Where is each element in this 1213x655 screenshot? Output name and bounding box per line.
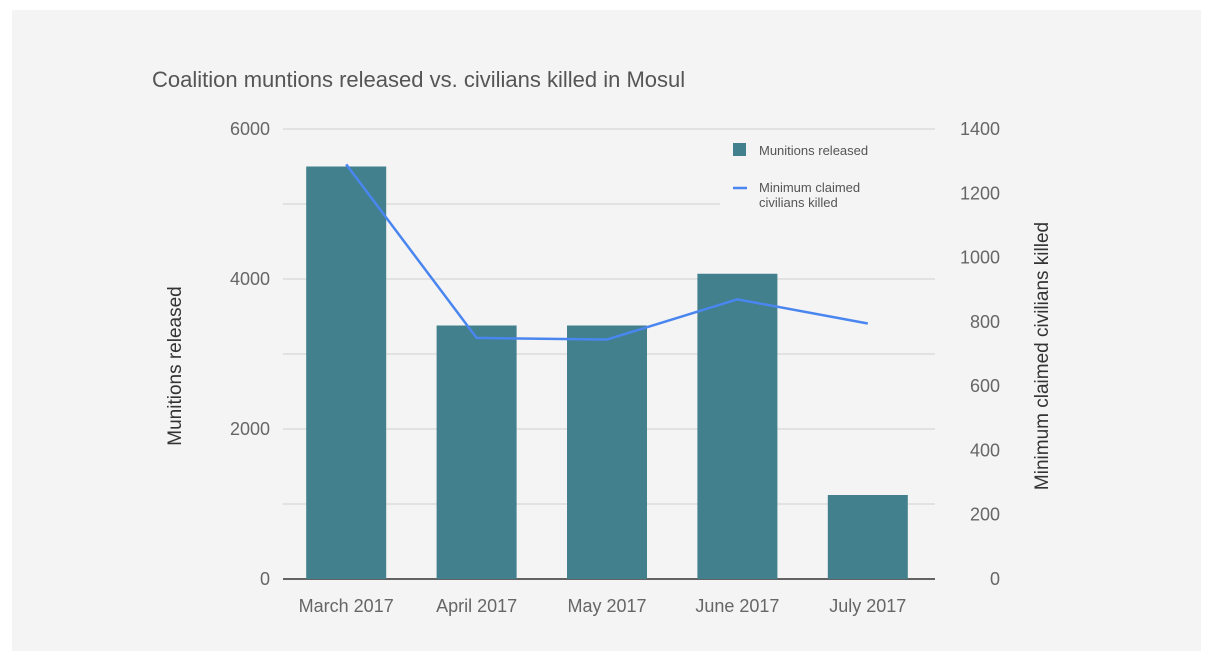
x-tick-label: March 2017 (299, 596, 394, 616)
bar-4 (697, 273, 778, 579)
right-tick-label: 1200 (960, 183, 1000, 203)
left-axis-ticks: 0 2000 4000 6000 (230, 119, 270, 589)
legend-swatch-bar (733, 143, 746, 156)
right-axis-ticks: 0 200 400 600 800 1000 1200 1400 (960, 119, 1000, 589)
left-tick-label: 6000 (230, 119, 270, 139)
right-tick-label: 600 (970, 376, 1000, 396)
x-tick-label: June 2017 (695, 596, 779, 616)
line-series (345, 163, 869, 341)
x-axis-ticks: March 2017 April 2017 May 2017 June 2017 Jul… (299, 596, 907, 616)
legend-label-bar: Munitions released (759, 143, 868, 158)
left-tick-label: 4000 (230, 269, 270, 289)
chart-title: Coalition muntions released vs. civilian… (152, 67, 685, 92)
bar-series (306, 166, 908, 579)
x-tick-label: July 2017 (829, 596, 906, 616)
legend-label-line: Minimum claimed (759, 180, 860, 195)
legend: Munitions released Minimum claimedcivilia… (720, 132, 950, 228)
left-tick-label: 2000 (230, 419, 270, 439)
left-axis-title: Munitions released (165, 286, 186, 445)
right-tick-label: 0 (990, 569, 1000, 589)
right-tick-label: 200 (970, 505, 1000, 525)
x-tick-label: May 2017 (567, 596, 646, 616)
legend-background (720, 132, 950, 228)
x-tick-label: April 2017 (436, 596, 517, 616)
right-tick-label: 400 (970, 440, 1000, 460)
right-tick-label: 800 (970, 312, 1000, 332)
bar-3 (567, 325, 647, 579)
bar-2 (436, 325, 517, 579)
right-axis-title: Minimum claimed civilians killed (1032, 222, 1053, 490)
legend-label-line: civilians killed (759, 195, 838, 210)
bar-1 (306, 166, 387, 579)
left-tick-label: 0 (260, 569, 270, 589)
bar-5 (827, 495, 908, 579)
right-tick-label: 1000 (960, 248, 1000, 268)
right-tick-label: 1400 (960, 119, 1000, 139)
